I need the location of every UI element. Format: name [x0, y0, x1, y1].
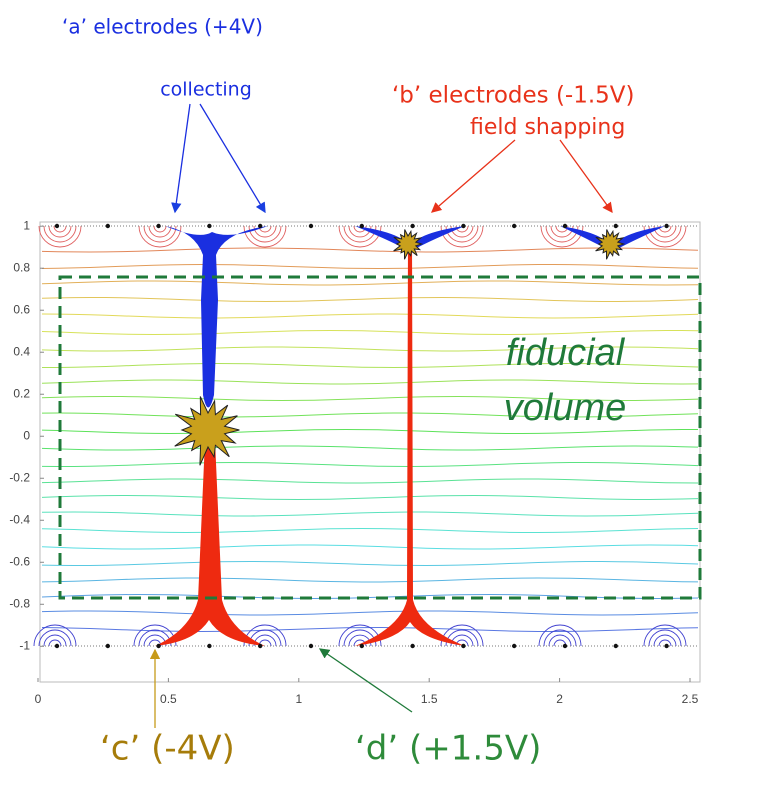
arrow	[560, 140, 612, 212]
x-tick-label: 2	[556, 692, 563, 706]
arrow	[432, 140, 515, 212]
electrode	[512, 644, 516, 648]
electrode	[207, 644, 211, 648]
electrode	[207, 224, 211, 228]
electrode	[360, 644, 364, 648]
y-tick-label: -0.2	[9, 470, 30, 484]
y-tick-label: 1	[23, 218, 30, 232]
electrode	[55, 224, 59, 228]
y-tick-label: 0	[23, 428, 30, 442]
y-tick-label: 0.6	[13, 302, 30, 316]
annotation: ‘c’ (-4V)	[100, 729, 235, 769]
electrode	[461, 224, 465, 228]
figure: fiducial volume 0 0.5 1 1.5 2 2.5 1 0.8 0.6 0.4 0.…	[0, 0, 773, 795]
x-tick-label: 2.5	[682, 692, 699, 706]
electrode	[55, 644, 59, 648]
electrode	[156, 644, 160, 648]
y-tick-label: -1	[19, 638, 30, 652]
y-tick-label: 0.8	[13, 260, 30, 274]
electrode	[461, 644, 465, 648]
annotation: field shapping	[470, 115, 625, 140]
plot-frame	[40, 222, 700, 682]
electrode	[156, 224, 160, 228]
electrode	[360, 224, 364, 228]
electrode	[614, 224, 618, 228]
electrode	[410, 644, 414, 648]
annotation: ‘b’ electrodes (-1.5V)	[392, 83, 635, 109]
electrode	[664, 644, 668, 648]
annotation: ‘a’ electrodes (+4V)	[62, 15, 263, 39]
fiducial-label: fiducial	[506, 332, 626, 374]
y-tick-label: -0.6	[9, 554, 30, 568]
annotation: ‘d’ (+1.5V)	[355, 729, 541, 769]
arrow	[175, 104, 190, 212]
x-tick-label: 1.5	[421, 692, 438, 706]
x-tick-label: 0	[35, 692, 42, 706]
electrode	[563, 224, 567, 228]
electrode	[614, 644, 618, 648]
electrode	[258, 224, 262, 228]
x-tick-label: 0.5	[160, 692, 177, 706]
y-tick-label: -0.4	[9, 512, 30, 526]
electrode	[106, 224, 110, 228]
electrode	[512, 224, 516, 228]
annotation: collecting	[160, 79, 252, 101]
electrode	[106, 644, 110, 648]
electrode	[664, 224, 668, 228]
fiducial-label: volume	[504, 387, 627, 429]
electrode	[309, 644, 313, 648]
y-tick-label: -0.8	[9, 596, 30, 610]
electrode	[258, 644, 262, 648]
electrode	[309, 224, 313, 228]
electrode	[410, 224, 414, 228]
y-tick-label: 0.4	[13, 344, 30, 358]
arrow	[200, 104, 265, 212]
x-tick-label: 1	[295, 692, 302, 706]
y-tick-label: 0.2	[13, 386, 30, 400]
electrode	[563, 644, 567, 648]
